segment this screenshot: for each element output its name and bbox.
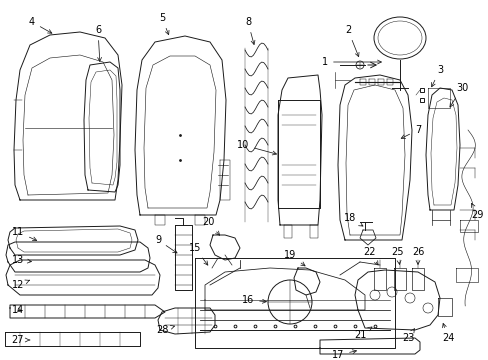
Polygon shape xyxy=(84,62,120,192)
Text: 21: 21 xyxy=(353,327,371,340)
Polygon shape xyxy=(8,226,138,255)
Text: 8: 8 xyxy=(244,17,254,45)
Text: 28: 28 xyxy=(156,325,174,335)
Text: 2: 2 xyxy=(344,25,358,57)
Polygon shape xyxy=(319,338,419,354)
Text: 5: 5 xyxy=(159,13,169,35)
Text: 24: 24 xyxy=(441,323,453,343)
Polygon shape xyxy=(6,242,150,272)
Text: 22: 22 xyxy=(363,247,377,265)
Polygon shape xyxy=(293,268,319,295)
Text: 18: 18 xyxy=(343,213,362,226)
Text: 4: 4 xyxy=(29,17,52,33)
Polygon shape xyxy=(14,32,122,200)
Text: 6: 6 xyxy=(95,25,102,61)
Text: 17: 17 xyxy=(331,350,356,360)
Text: 25: 25 xyxy=(391,247,404,264)
Text: 10: 10 xyxy=(236,140,276,155)
Text: 26: 26 xyxy=(411,247,423,264)
Text: 12: 12 xyxy=(12,280,30,290)
Text: 7: 7 xyxy=(401,125,420,138)
Polygon shape xyxy=(354,270,439,330)
Text: 9: 9 xyxy=(155,235,177,253)
Text: 14: 14 xyxy=(12,305,24,315)
Text: 1: 1 xyxy=(321,57,381,67)
Circle shape xyxy=(267,280,311,324)
Text: 29: 29 xyxy=(470,203,482,220)
Text: 16: 16 xyxy=(242,295,266,305)
Polygon shape xyxy=(209,235,240,260)
Text: 23: 23 xyxy=(401,329,414,343)
Polygon shape xyxy=(10,305,164,318)
Text: 13: 13 xyxy=(12,255,31,265)
Polygon shape xyxy=(135,36,225,215)
Text: 27: 27 xyxy=(12,335,30,345)
Polygon shape xyxy=(278,75,321,225)
Text: 30: 30 xyxy=(449,83,467,107)
Text: 20: 20 xyxy=(202,217,219,235)
Text: 3: 3 xyxy=(431,65,442,87)
Polygon shape xyxy=(6,260,160,295)
Polygon shape xyxy=(158,308,215,334)
Ellipse shape xyxy=(373,17,425,59)
Text: 11: 11 xyxy=(12,227,37,240)
Text: 19: 19 xyxy=(284,250,305,266)
Text: 15: 15 xyxy=(188,243,207,265)
